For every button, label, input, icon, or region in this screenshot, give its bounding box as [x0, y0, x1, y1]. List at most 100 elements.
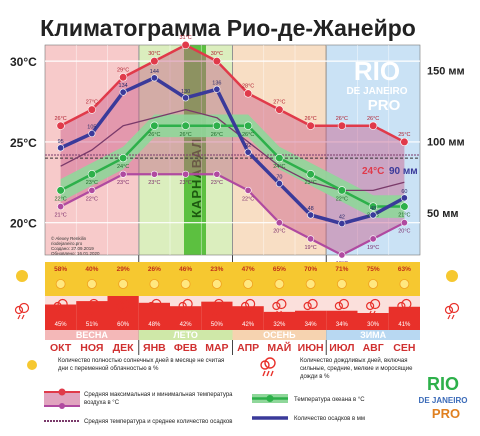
- rain-cloud-icon: [303, 298, 318, 316]
- credit-updated: Обновлено: 16.01.2020: [51, 251, 100, 256]
- precip-point-3: [150, 74, 158, 82]
- sun-row-bg: [45, 262, 420, 296]
- ocean-label-8: 23°C: [304, 180, 316, 186]
- annual-mean-readout: 24°C 90 мм: [362, 166, 418, 177]
- max-label-0: 26°C: [54, 116, 66, 122]
- raindrop: [21, 314, 25, 320]
- precip-point-0: [57, 144, 65, 152]
- rain-percent-2: 60%: [117, 322, 130, 328]
- max-label-8: 26°C: [304, 116, 316, 122]
- ocean-point-2: [119, 153, 128, 163]
- month-label-10: АВГ: [363, 342, 384, 354]
- max-label-1: 27°C: [86, 100, 98, 106]
- rain-cloud-icon: [334, 298, 349, 316]
- legend: Количество полностью солнечных дней в ме…: [27, 357, 413, 425]
- min-label-1: 22°C: [86, 196, 98, 202]
- max-point-5: [212, 57, 221, 66]
- credit-created: Создано: 27.09.2019: [51, 246, 94, 251]
- cloud-part: [120, 298, 131, 310]
- month-label-8: ИЮН: [298, 342, 324, 354]
- rain-row: 45% 51% 60% 48% 42% 50% 42% 32% 34% 34% 30% 41%: [14, 296, 460, 330]
- raindrop: [149, 310, 153, 316]
- legend-maxmin-text: Средняя максимальная и минимальная темпе…: [84, 392, 233, 406]
- rain-bar-2: [107, 296, 139, 330]
- sun-icon: [399, 279, 410, 289]
- raindrop: [185, 310, 189, 316]
- month-labels: ОКТ НОЯ ДЕК ЯНВ ФЕВ МАР АПР МАЙ ИЮН ИЮЛ АВГ СЕН: [50, 341, 415, 354]
- max-point-10: [369, 121, 378, 130]
- legend-mean-text: Средняя температура и среднее количество…: [84, 419, 232, 425]
- max-temp-line: [60, 43, 405, 144]
- min-label-0: 21°C: [54, 213, 66, 219]
- min-point-0: [57, 203, 65, 211]
- min-point-5: [213, 170, 221, 178]
- legend-sun-text: Количество полностью солнечных дней в ме…: [58, 358, 225, 372]
- cloud-part: [57, 298, 68, 310]
- raindrop: [368, 310, 372, 316]
- cloud-part: [213, 298, 224, 310]
- legend-maxmin: Средняя максимальная и минимальная темпе…: [44, 388, 233, 409]
- sun-icon: [55, 279, 66, 289]
- season-labels: ВЕСНА ЛЕТО ОСЕНЬ ЗИМА: [45, 330, 420, 340]
- sun-icon: [118, 279, 129, 289]
- precip-point-2: [119, 88, 127, 96]
- ocean-point-8: [306, 170, 315, 179]
- rain-percent-0: 45%: [55, 322, 68, 328]
- raindrop: [337, 310, 341, 316]
- ocean-point-9: [337, 186, 346, 195]
- logo-bottom-rio: RIO: [427, 374, 459, 394]
- credit-site: riodejaneiro.pro: [51, 241, 83, 246]
- min-label-8: 19°C: [304, 245, 316, 251]
- temperature-bands: [60, 45, 405, 255]
- legend-sun: Количество полностью солнечных дней в ме…: [27, 358, 225, 372]
- rain-cloud-icon: [84, 298, 99, 316]
- legend-precip-text: Количество осадков в мм: [294, 416, 365, 422]
- sun-icon: [211, 279, 222, 289]
- month-label-6: АПР: [237, 342, 259, 354]
- min-point-3: [150, 170, 158, 178]
- raindrop: [212, 310, 216, 316]
- sun-icon: [274, 279, 285, 289]
- max-label-5: 30°C: [211, 51, 223, 57]
- precip-label-7: 70: [276, 175, 282, 181]
- logo-bottom-pro: PRO: [432, 406, 460, 421]
- legend-rain: Количество дождливых дней, включая сильн…: [260, 357, 413, 380]
- cloud-part: [53, 301, 62, 311]
- sun-icon: [368, 279, 379, 289]
- raindrop: [87, 310, 91, 316]
- y-left-tick-label: 30°C: [10, 55, 37, 69]
- max-label-4: 31°C: [179, 35, 191, 41]
- precip-point-11: [400, 194, 408, 202]
- cloud-part: [14, 305, 24, 315]
- ocean-temp-line: [60, 124, 405, 208]
- month-label-2: ДЕК: [113, 342, 134, 354]
- raindrop: [403, 310, 407, 316]
- cloud-part: [209, 301, 218, 311]
- precip-point-4: [182, 94, 190, 102]
- cloud-part: [241, 301, 250, 311]
- rain-bar-4: [170, 306, 202, 330]
- cloud-part: [88, 298, 99, 310]
- max-point-6: [244, 89, 253, 98]
- min-point-11: [400, 219, 408, 227]
- min-temp-line: [60, 173, 405, 257]
- series-lines: [45, 43, 420, 257]
- max-label-9: 26°C: [336, 116, 348, 122]
- sun-row: 58% 40% 29% 26% 46% 23% 47% 65% 70% 71% 75% 63%: [16, 262, 458, 296]
- min-label-3: 23°C: [148, 180, 160, 186]
- cloud-part: [307, 298, 318, 310]
- rain-bar-6: [232, 306, 264, 330]
- y-left-tick-label: 20°C: [10, 217, 37, 231]
- rain-bar-11: [388, 306, 420, 330]
- ocean-label-5: 26°C: [211, 132, 223, 138]
- cloud-part: [116, 301, 125, 311]
- raindrop: [399, 310, 403, 316]
- legend-rain-text: Количество дождливых дней, включая сильн…: [300, 358, 413, 380]
- ocean-point-7: [275, 153, 284, 163]
- grid: [44, 44, 421, 355]
- raindrop: [122, 310, 126, 316]
- raindrop: [372, 310, 376, 316]
- min-label-6: 22°C: [242, 196, 254, 202]
- ocean-band: [60, 114, 405, 218]
- cloud-part: [303, 301, 312, 311]
